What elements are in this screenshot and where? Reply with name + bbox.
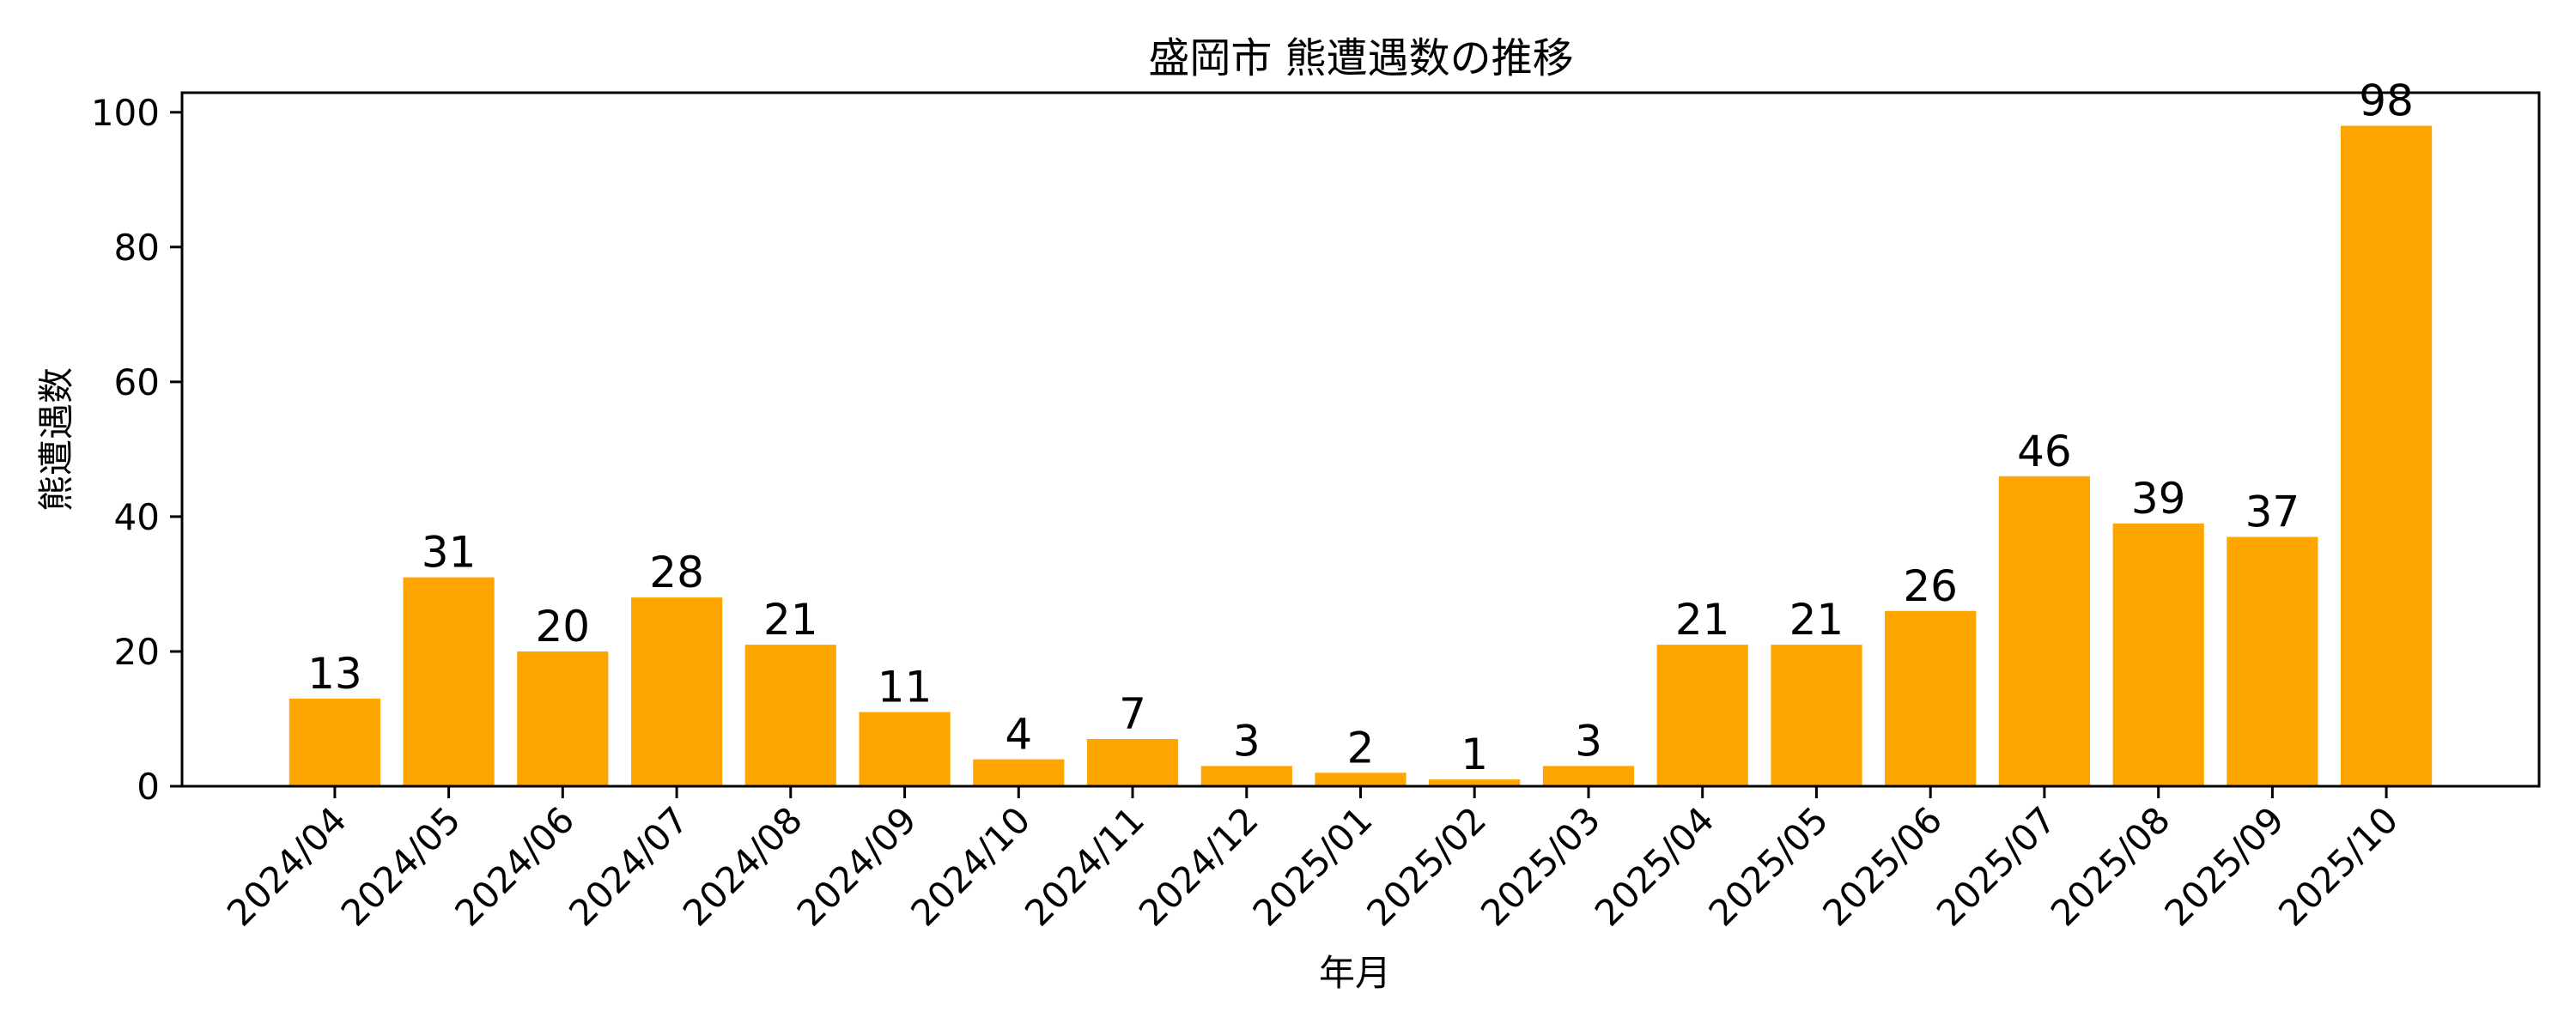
bar: [1771, 645, 1862, 786]
y-tick-label: 0: [137, 766, 160, 808]
x-tick-label: 2025/06: [1814, 798, 1950, 934]
x-tick-label: 2024/11: [1017, 798, 1152, 934]
bar: [1429, 779, 1521, 786]
x-tick-label: 2024/08: [675, 798, 811, 934]
x-tick-label: 2024/06: [447, 798, 582, 934]
chart-title: 盛岡市 熊遭遇数の推移: [1148, 34, 1573, 82]
bar-value-label: 1: [1461, 730, 1488, 779]
bar-value-label: 2: [1347, 723, 1375, 772]
x-tick-label: 2025/09: [2156, 798, 2292, 934]
bar-value-label: 21: [763, 595, 818, 645]
x-axis-label: 年月: [1319, 952, 1391, 994]
bar: [403, 577, 495, 786]
bar: [2341, 125, 2433, 786]
y-tick-label: 20: [114, 631, 160, 673]
x-tick-label: 2025/10: [2270, 798, 2406, 934]
bar: [517, 651, 609, 786]
bar: [631, 597, 723, 786]
y-axis-label: 熊遭遇数: [35, 367, 77, 512]
bar-value-label: 11: [878, 663, 933, 712]
bar: [1656, 645, 1748, 786]
bar: [1998, 476, 2090, 786]
bar: [1315, 772, 1406, 786]
bar-value-label: 13: [307, 649, 362, 699]
x-tick-label: 2025/08: [2043, 798, 2178, 934]
bar: [1086, 739, 1179, 786]
y-tick-label: 100: [91, 92, 160, 134]
bar: [744, 645, 836, 786]
bar: [2112, 523, 2204, 786]
x-tick-label: 2025/04: [1587, 798, 1722, 934]
bar: [973, 759, 1065, 786]
y-tick-label: 80: [114, 227, 160, 269]
bar-value-label: 4: [1005, 710, 1032, 760]
bar-value-label: 26: [1903, 561, 1958, 611]
bar-value-label: 3: [1575, 716, 1602, 766]
x-tick-label: 2025/01: [1245, 798, 1381, 934]
bar-value-label: 21: [1675, 595, 1730, 645]
x-tick-label: 2024/09: [789, 798, 925, 934]
bar: [289, 698, 380, 786]
x-tick-label: 2025/05: [1700, 798, 1836, 934]
bar-value-label: 28: [649, 548, 704, 597]
x-tick-label: 2025/02: [1358, 798, 1494, 934]
bar-value-label: 98: [2359, 76, 2414, 126]
y-tick-label: 40: [114, 496, 160, 538]
bar-value-label: 21: [1789, 595, 1844, 645]
bar-value-label: 39: [2131, 474, 2186, 524]
x-tick-label: 2024/04: [219, 798, 355, 934]
bar-value-label: 3: [1233, 716, 1261, 766]
bar-value-label: 20: [535, 602, 590, 651]
x-tick-label: 2025/03: [1473, 798, 1608, 934]
bar-value-label: 7: [1119, 689, 1146, 739]
x-tick-label: 2024/10: [902, 798, 1038, 934]
bar-value-label: 31: [422, 528, 477, 578]
x-tick-label: 2024/12: [1131, 798, 1267, 934]
bar: [1200, 766, 1292, 786]
x-tick-label: 2024/07: [561, 798, 696, 934]
bar: [2227, 536, 2318, 786]
y-tick-label: 60: [114, 361, 160, 403]
x-tick-label: 2025/07: [1929, 798, 2064, 934]
bar-value-label: 46: [2017, 427, 2072, 476]
bar-value-label: 37: [2245, 488, 2300, 537]
bar: [859, 712, 951, 786]
bar: [1885, 610, 1977, 786]
x-tick-label: 2024/05: [333, 798, 469, 934]
bar: [1542, 766, 1635, 786]
